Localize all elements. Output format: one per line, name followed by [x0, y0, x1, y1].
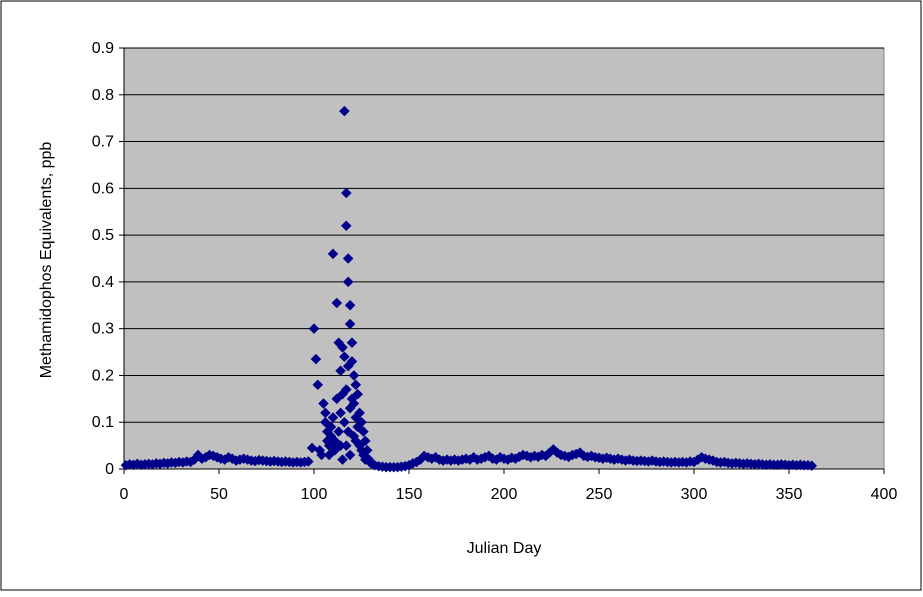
x-tick-label: 200: [491, 486, 518, 503]
x-tick-label: 50: [210, 486, 228, 503]
data-point: [356, 416, 367, 428]
data-point: [340, 220, 352, 232]
data-point: [342, 276, 354, 288]
data-points: [120, 105, 818, 473]
data-point: [337, 454, 348, 465]
data-point: [335, 365, 346, 377]
data-point: [327, 412, 339, 423]
data-point: [331, 393, 343, 405]
gridlines: [124, 47, 884, 423]
data-point: [348, 370, 360, 381]
x-tick-label: 350: [776, 486, 803, 503]
y-tick-label: 0.7: [92, 134, 114, 151]
x-tick-label: 100: [301, 486, 328, 503]
x-tick-label: 300: [681, 486, 708, 503]
data-point: [331, 297, 343, 309]
data-point: [339, 351, 350, 363]
data-point: [358, 426, 369, 437]
data-point: [339, 416, 350, 428]
data-point: [348, 398, 360, 409]
y-tick-label: 0.2: [92, 367, 114, 384]
data-point: [340, 384, 352, 395]
y-tick-label: 0.5: [92, 227, 114, 244]
y-tick-label: 0.1: [92, 414, 114, 431]
x-axis-title: Julian Day: [467, 540, 542, 557]
data-point: [339, 105, 350, 117]
x-tick-label: 400: [871, 486, 898, 503]
data-point: [361, 444, 373, 456]
data-point: [340, 187, 352, 199]
data-point: [337, 342, 348, 353]
data-point: [340, 440, 352, 451]
data-point: [350, 379, 362, 391]
data-point: [323, 449, 335, 461]
data-point: [342, 253, 354, 264]
data-point: [344, 318, 356, 330]
plot-area: [123, 47, 885, 470]
data-point: [354, 407, 365, 419]
y-tick-label: 0: [105, 461, 114, 478]
x-tick-label: 250: [586, 486, 613, 503]
data-point: [346, 337, 358, 349]
data-point: [318, 398, 329, 409]
axes: 0 0.1 0.2 0.3 0.4 0.5 0.6 0.7 0.8 0.9 0 50 100 150 200…: [92, 40, 898, 503]
x-tick-label: 150: [396, 486, 423, 503]
data-point: [316, 449, 327, 461]
data-point: [344, 299, 356, 311]
data-point: [312, 379, 324, 391]
data-point: [320, 407, 331, 419]
data-point: [329, 444, 341, 456]
y-axis-title: Methamidophos Equivalents, ppb: [38, 142, 55, 379]
data-point: [344, 449, 356, 461]
data-point: [342, 426, 354, 437]
y-tick-label: 0.8: [92, 87, 114, 104]
data-point: [806, 460, 818, 472]
y-tick-label: 0.9: [92, 40, 114, 57]
y-tick-label: 0.6: [92, 180, 114, 197]
data-point: [333, 426, 345, 437]
data-point: [327, 248, 339, 260]
data-point: [308, 323, 320, 335]
data-point: [359, 435, 371, 447]
data-point: [302, 456, 314, 467]
data-point: [346, 356, 358, 367]
data-point: [310, 353, 322, 365]
data-point: [335, 407, 346, 419]
data-point: [320, 416, 331, 428]
x-tick-label: 0: [120, 486, 129, 503]
y-tick-label: 0.3: [92, 321, 114, 338]
y-tick-label: 0.4: [92, 274, 114, 291]
data-point: [352, 388, 364, 400]
